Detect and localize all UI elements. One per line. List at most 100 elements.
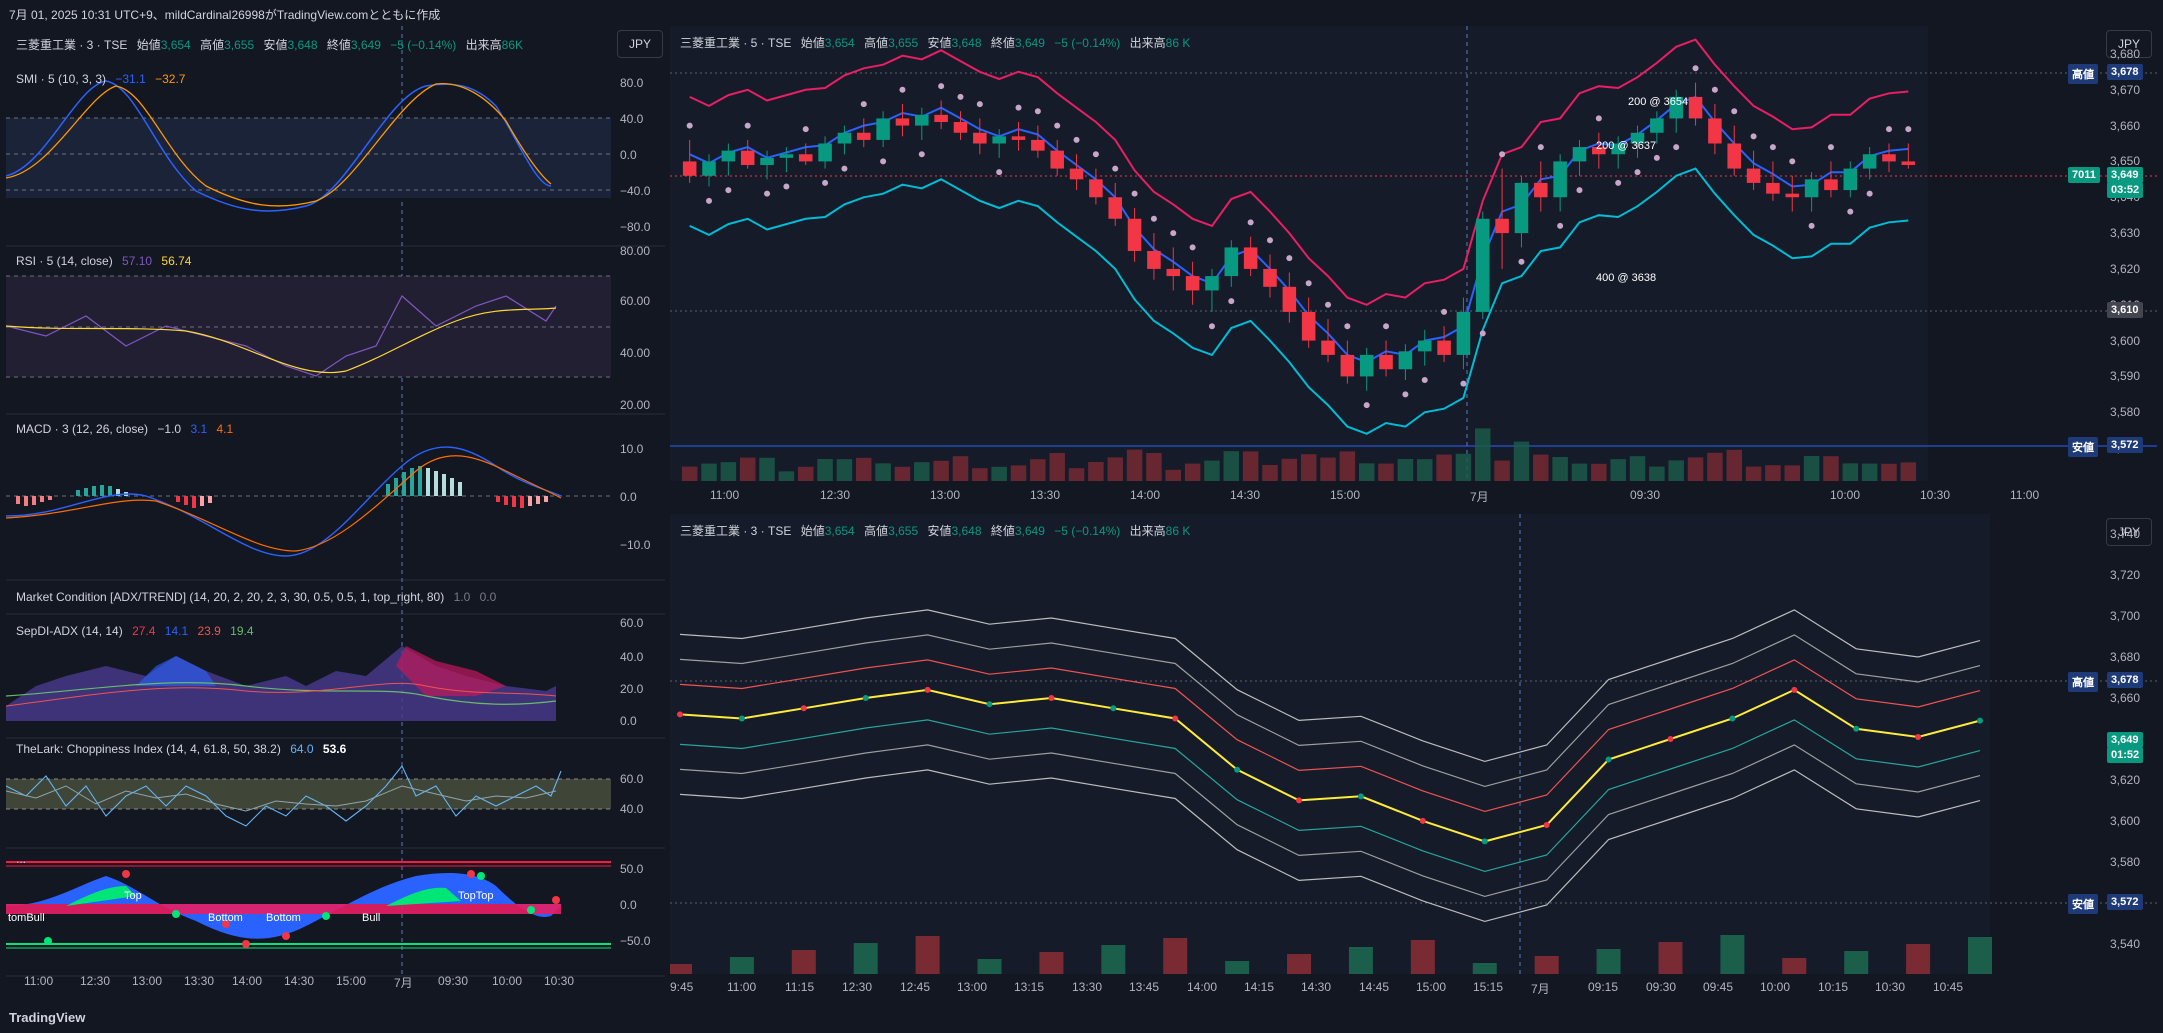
br-price-tick: 3,680 [2110,650,2141,665]
br-price-point [1729,715,1736,722]
br-time-tick: 11:00 [727,980,757,994]
br-price-point [862,695,869,702]
tr-psar-dot [880,158,887,165]
tr-candle-body [1688,96,1703,119]
tr-psar-dot [976,101,983,108]
rsi-tick-1: 60.00 [620,294,651,308]
smi-value-1: −31.1 [115,72,146,86]
br-time-tick: 10:30 [1875,980,1906,994]
tr-psar-dot [1866,190,1873,197]
br-time-tick: 09:30 [1646,980,1677,994]
macd-legend[interactable]: MACD · 3 (12, 26, close) −1.0 3.1 4.1 [16,422,233,436]
currency-button-left[interactable]: JPY [617,30,663,58]
tr-annotation-3: 400 @ 3638 [1596,272,1657,284]
bottom-right-chart-pane[interactable]: 三菱重工業 · 3 · TSE 始値3,654 高値3,655 安値3,648 … [670,514,2157,1001]
tr-volume-bar [1320,457,1336,481]
tradingview-logo[interactable]: TradingView [9,1010,86,1025]
tr-time-tick: 11:00 [710,488,740,502]
br-low-tag-label: 安値 [2068,894,2098,914]
market-label: Market Condition [ADX/TREND] (14, 20, 2,… [16,590,445,604]
tr-candle-body [682,161,697,176]
br-time-tick: 15:15 [1473,980,1504,994]
chop-legend[interactable]: TheLark: Choppiness Index (14, 4, 61.8, … [16,742,346,756]
tr-volume-bar [1204,460,1220,481]
tr-price-tick: 3,600 [2110,333,2141,348]
left-close-label: 終値 [326,38,351,52]
left-close: 3,649 [350,38,381,52]
tr-psar-dot [1769,144,1776,151]
currency-button-bottom[interactable]: JPY [2106,518,2152,546]
tr-time-tick: 13:00 [930,488,961,502]
tr-psar-dot [918,151,925,158]
tr-candle-body [1243,247,1258,269]
market-legend[interactable]: Market Condition [ADX/TREND] (14, 20, 2,… [16,590,496,604]
tr-volume-bar [681,466,698,481]
br-symbol[interactable]: 三菱重工業 · 3 · TSE [680,524,792,538]
br-volume-bar [1844,951,1869,974]
tr-candle-body [953,122,968,133]
tr-change: −5 (−0.14%) [1054,36,1121,50]
tr-psar-dot [802,126,809,133]
tr-symbol-tag: 7011 [2068,167,2100,183]
top-right-legend: 三菱重工業 · 5 · TSE 始値3,654 高値3,655 安値3,648 … [680,34,1190,51]
br-upper-envelope [679,609,1981,763]
br-volume-bar [791,950,816,974]
tr-candle-body [1514,182,1529,234]
macd-histogram [16,466,548,508]
adx-legend[interactable]: SepDI-ADX (14, 14) 27.4 14.1 23.9 19.4 [16,624,254,638]
br-price-point [1234,766,1241,773]
tr-volume-bar [836,459,853,481]
smi-tick-1: 40.0 [620,112,644,126]
tr-price-tick: 3,590 [2110,369,2141,384]
br-volume-bar [1225,961,1250,974]
tr-volume-bar [1107,457,1123,481]
left-time-10: 10:30 [544,974,575,988]
tr-candle-body [1359,354,1374,377]
tr-volume-bar [1900,462,1917,481]
br-upper-envelope [679,634,1981,788]
tr-low-label: 安値 [927,36,952,50]
tr-candle-body [876,118,890,140]
tr-time-tick: 09:30 [1630,488,1661,502]
left-volume-label: 出来高 [465,38,502,52]
left-time-6: 15:00 [336,974,367,988]
br-time-tick: 12:30 [842,980,873,994]
br-price-point [1110,705,1117,712]
tr-candle-body [1069,168,1084,180]
tr-candle-body [1011,136,1026,140]
left-chart-pane[interactable]: 三菱重工業 · 3 · TSE 始値3,654 高値3,655 安値3,648 … [6,26,665,1001]
currency-button-top[interactable]: JPY [2106,30,2152,58]
rsi-legend[interactable]: RSI · 5 (14, close) 57.10 56.74 [16,254,191,268]
tr-psar-dot [1131,190,1138,197]
smi-tick-4: −80.0 [620,220,651,234]
tr-volume-bar [1591,463,1607,481]
left-time-8: 09:30 [438,974,469,988]
tr-volume-bar [952,456,969,481]
tr-candle-body [1031,139,1045,151]
tr-volume-bar [739,457,756,481]
tr-candle-body [1611,143,1625,155]
tr-symbol[interactable]: 三菱重工業 · 5 · TSE [680,36,792,50]
tr-candle-body [1495,218,1509,234]
tr-candle-body [1166,268,1181,277]
tr-volume-bar [1687,457,1704,481]
br-volume: 86 K [1165,524,1191,538]
header-title: 7月 01, 2025 10:31 UTC+9、mildCardinal2699… [9,8,441,22]
tr-psar-dot [1653,154,1660,161]
tr-psar-dot [1479,330,1486,337]
tr-close: 3,649 [1014,36,1045,50]
tr-psar-dot [1576,187,1583,194]
br-open-label: 始値 [800,524,825,538]
br-price-point [738,715,745,722]
tr-price-tick: 3,660 [2110,118,2141,133]
header-bar: 7月 01, 2025 10:31 UTC+9、mildCardinal2699… [0,0,2163,26]
osc-label: ... [16,852,27,866]
smi-legend[interactable]: SMI · 5 (10, 3, 3) −31.1 −32.7 [16,72,185,86]
br-time-tick: 14:45 [1359,980,1390,994]
osc-legend[interactable]: ... [16,852,26,866]
tr-volume-bar [1552,457,1568,481]
left-symbol[interactable]: 三菱重工業 · 3 · TSE [16,38,128,52]
adx-tick-3: 0.0 [620,714,637,728]
tr-psar-dot [1692,65,1699,72]
top-right-chart-pane[interactable]: 三菱重工業 · 5 · TSE 始値3,654 高値3,655 安値3,648 … [670,26,2157,508]
